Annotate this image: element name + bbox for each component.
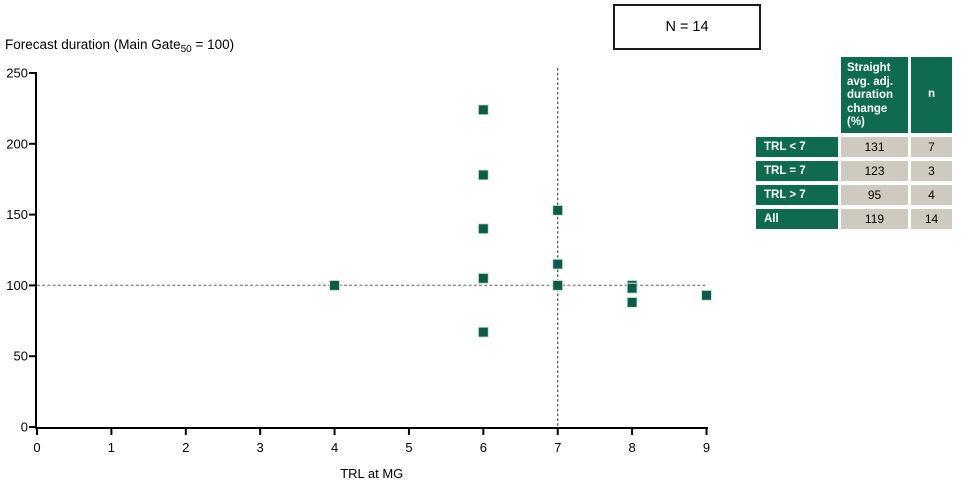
table-row-trl-lt-7: TRL < 7 131 7: [756, 137, 952, 157]
y-axis-line: [35, 72, 37, 429]
x-tick: [705, 429, 708, 435]
y-tick: [29, 284, 36, 287]
x-tick: [556, 429, 559, 435]
x-tick-label: 5: [405, 440, 412, 455]
scatter-point: [701, 289, 712, 301]
x-tick-label: 8: [628, 440, 635, 455]
table-header-duration-change: Straight avg. adj. duration change (%): [841, 57, 908, 133]
x-tick-label: 3: [257, 440, 264, 455]
y-tick: [29, 355, 36, 358]
y-tick-label: 100: [6, 278, 28, 293]
y-tick-label: 150: [6, 207, 28, 222]
table-header-n: n: [911, 57, 952, 133]
scatter-point: [477, 169, 489, 181]
y-tick-label: 0: [21, 420, 28, 435]
table-row-trl-gt-7: TRL > 7 95 4: [756, 185, 952, 205]
x-tick-label: 7: [554, 440, 561, 455]
x-tick-label: 0: [33, 440, 40, 455]
summary-table: Straight avg. adj. duration change (%) n…: [756, 57, 952, 233]
n-cell: 7: [911, 137, 952, 157]
table-header-row: Straight avg. adj. duration change (%) n: [756, 57, 952, 133]
scatter-point: [329, 279, 341, 291]
x-tick: [184, 429, 187, 435]
scatter-point: [626, 282, 638, 294]
chart-title-suffix: = 100): [191, 37, 235, 52]
y-tick: [29, 142, 36, 145]
y-tick-label: 200: [6, 136, 28, 151]
row-label-cell: All: [756, 209, 838, 229]
n-cell: 4: [911, 185, 952, 205]
x-tick-label: 1: [108, 440, 115, 455]
x-tick: [36, 429, 38, 435]
duration-change-cell: 123: [841, 161, 908, 181]
x-tick: [259, 429, 262, 435]
x-tick-label: 2: [182, 440, 189, 455]
row-label-cell: TRL = 7: [756, 161, 838, 181]
x-tick-label: 4: [331, 440, 338, 455]
y-tick-label: 50: [14, 349, 28, 364]
table-row-all: All 119 14: [756, 209, 952, 229]
scatter-point: [477, 104, 489, 116]
x-tick: [482, 429, 485, 435]
row-label-cell: TRL > 7: [756, 185, 838, 205]
scatter-point: [552, 279, 564, 291]
scatter-point: [626, 296, 638, 308]
x-axis-title: TRL at MG: [340, 466, 403, 481]
n-cell: 14: [911, 209, 952, 229]
row-label-cell: TRL < 7: [756, 137, 838, 157]
x-tick: [333, 429, 336, 435]
chart-title: Forecast duration (Main Gate50 = 100): [5, 37, 234, 55]
x-tick: [110, 429, 113, 435]
x-axis-line: [35, 427, 708, 429]
y-tick: [29, 213, 36, 216]
table-header-blank-cell: [756, 57, 838, 133]
n-cell: 3: [911, 161, 952, 181]
x-tick-label: 6: [480, 440, 487, 455]
chart-title-subscript: 50: [180, 44, 192, 55]
scatter-point: [477, 326, 489, 338]
duration-change-cell: 131: [841, 137, 908, 157]
sample-size-label: N = 14: [665, 19, 709, 35]
y-tick-label: 250: [6, 66, 28, 81]
x-tick: [407, 429, 410, 435]
sample-size-box: N = 14: [613, 4, 761, 50]
x-tick-label: 9: [703, 440, 710, 455]
table-row-trl-eq-7: TRL = 7 123 3: [756, 161, 952, 181]
duration-change-cell: 119: [841, 209, 908, 229]
x-tick: [631, 429, 634, 435]
duration-change-cell: 95: [841, 185, 908, 205]
y-tick: [29, 72, 36, 74]
y-tick: [29, 426, 36, 428]
chart-title-prefix: Forecast duration (Main Gate: [5, 37, 181, 52]
scatter-point: [477, 272, 489, 284]
scatter-point: [477, 223, 489, 235]
scatter-point: [552, 258, 564, 270]
scatter-point: [552, 204, 564, 216]
